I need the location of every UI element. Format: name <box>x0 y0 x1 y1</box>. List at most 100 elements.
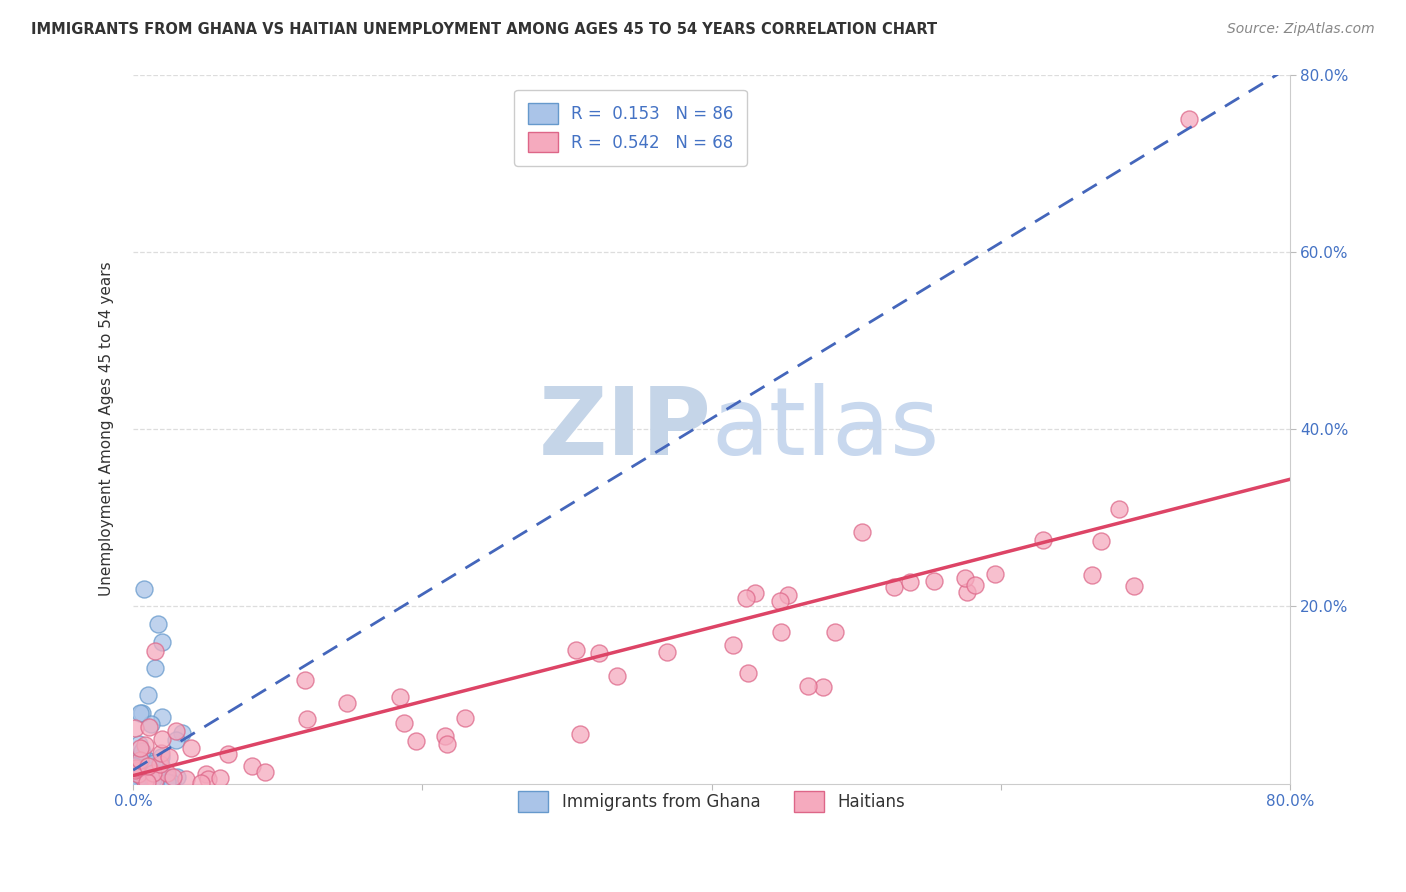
Point <box>127 775 149 789</box>
Point <box>166 770 188 784</box>
Point <box>294 673 316 687</box>
Point <box>124 759 146 773</box>
Point <box>166 723 188 738</box>
Point <box>156 775 179 789</box>
Point <box>131 763 153 777</box>
Point <box>156 766 179 780</box>
Point <box>883 580 905 594</box>
Point <box>136 769 159 783</box>
Point <box>129 776 152 790</box>
Point <box>606 669 628 683</box>
Point <box>149 756 172 771</box>
Point <box>129 741 152 756</box>
Point <box>129 754 152 768</box>
Point <box>898 575 921 590</box>
Point <box>138 755 160 769</box>
Point <box>125 760 148 774</box>
Point <box>955 571 977 585</box>
Point <box>135 775 157 789</box>
Point <box>128 760 150 774</box>
Point <box>128 773 150 788</box>
Legend: Immigrants from Ghana, Haitians: Immigrants from Ghana, Haitians <box>505 778 918 825</box>
Text: atlas: atlas <box>711 384 939 475</box>
Point <box>162 770 184 784</box>
Point <box>129 769 152 783</box>
Point <box>141 764 163 778</box>
Point <box>124 721 146 735</box>
Point <box>131 776 153 790</box>
Point <box>165 733 187 747</box>
Point <box>1108 501 1130 516</box>
Point <box>149 764 172 778</box>
Point <box>394 716 416 731</box>
Point <box>734 591 756 605</box>
Point <box>127 776 149 790</box>
Point <box>142 766 165 780</box>
Point <box>405 733 427 747</box>
Point <box>295 712 318 726</box>
Point <box>132 774 155 789</box>
Point <box>156 771 179 785</box>
Point <box>388 690 411 705</box>
Point <box>124 764 146 779</box>
Point <box>170 726 193 740</box>
Point <box>129 747 152 761</box>
Point <box>132 582 155 596</box>
Point <box>134 771 156 785</box>
Point <box>1090 534 1112 549</box>
Point <box>125 768 148 782</box>
Point <box>197 772 219 786</box>
Point <box>124 774 146 789</box>
Point <box>160 776 183 790</box>
Point <box>824 625 846 640</box>
Point <box>1032 533 1054 547</box>
Text: Source: ZipAtlas.com: Source: ZipAtlas.com <box>1227 22 1375 37</box>
Point <box>984 567 1007 582</box>
Point <box>124 770 146 784</box>
Point <box>146 617 169 632</box>
Point <box>135 774 157 789</box>
Point <box>253 764 276 779</box>
Point <box>131 761 153 775</box>
Point <box>143 774 166 789</box>
Point <box>129 774 152 789</box>
Point <box>737 666 759 681</box>
Point <box>142 772 165 786</box>
Point <box>135 770 157 784</box>
Point <box>336 696 359 710</box>
Point <box>150 635 173 649</box>
Point <box>127 775 149 789</box>
Point <box>127 766 149 780</box>
Point <box>134 738 156 752</box>
Point <box>125 767 148 781</box>
Point <box>127 760 149 774</box>
Point <box>150 732 173 747</box>
Point <box>135 773 157 788</box>
Point <box>209 771 232 785</box>
Point <box>125 767 148 781</box>
Point <box>565 642 588 657</box>
Point <box>138 720 160 734</box>
Point <box>157 776 180 790</box>
Point <box>776 588 799 602</box>
Point <box>124 765 146 780</box>
Point <box>129 769 152 783</box>
Point <box>1177 112 1199 126</box>
Point <box>924 574 946 588</box>
Point <box>125 775 148 789</box>
Point <box>141 755 163 769</box>
Point <box>143 772 166 787</box>
Point <box>143 661 166 675</box>
Point <box>157 750 180 764</box>
Point <box>194 767 217 781</box>
Point <box>129 766 152 780</box>
Point <box>131 706 153 721</box>
Point <box>217 747 239 761</box>
Point <box>131 763 153 777</box>
Point <box>150 710 173 724</box>
Point <box>1081 568 1104 582</box>
Point <box>770 624 793 639</box>
Point <box>124 772 146 786</box>
Point <box>134 756 156 770</box>
Point <box>721 638 744 652</box>
